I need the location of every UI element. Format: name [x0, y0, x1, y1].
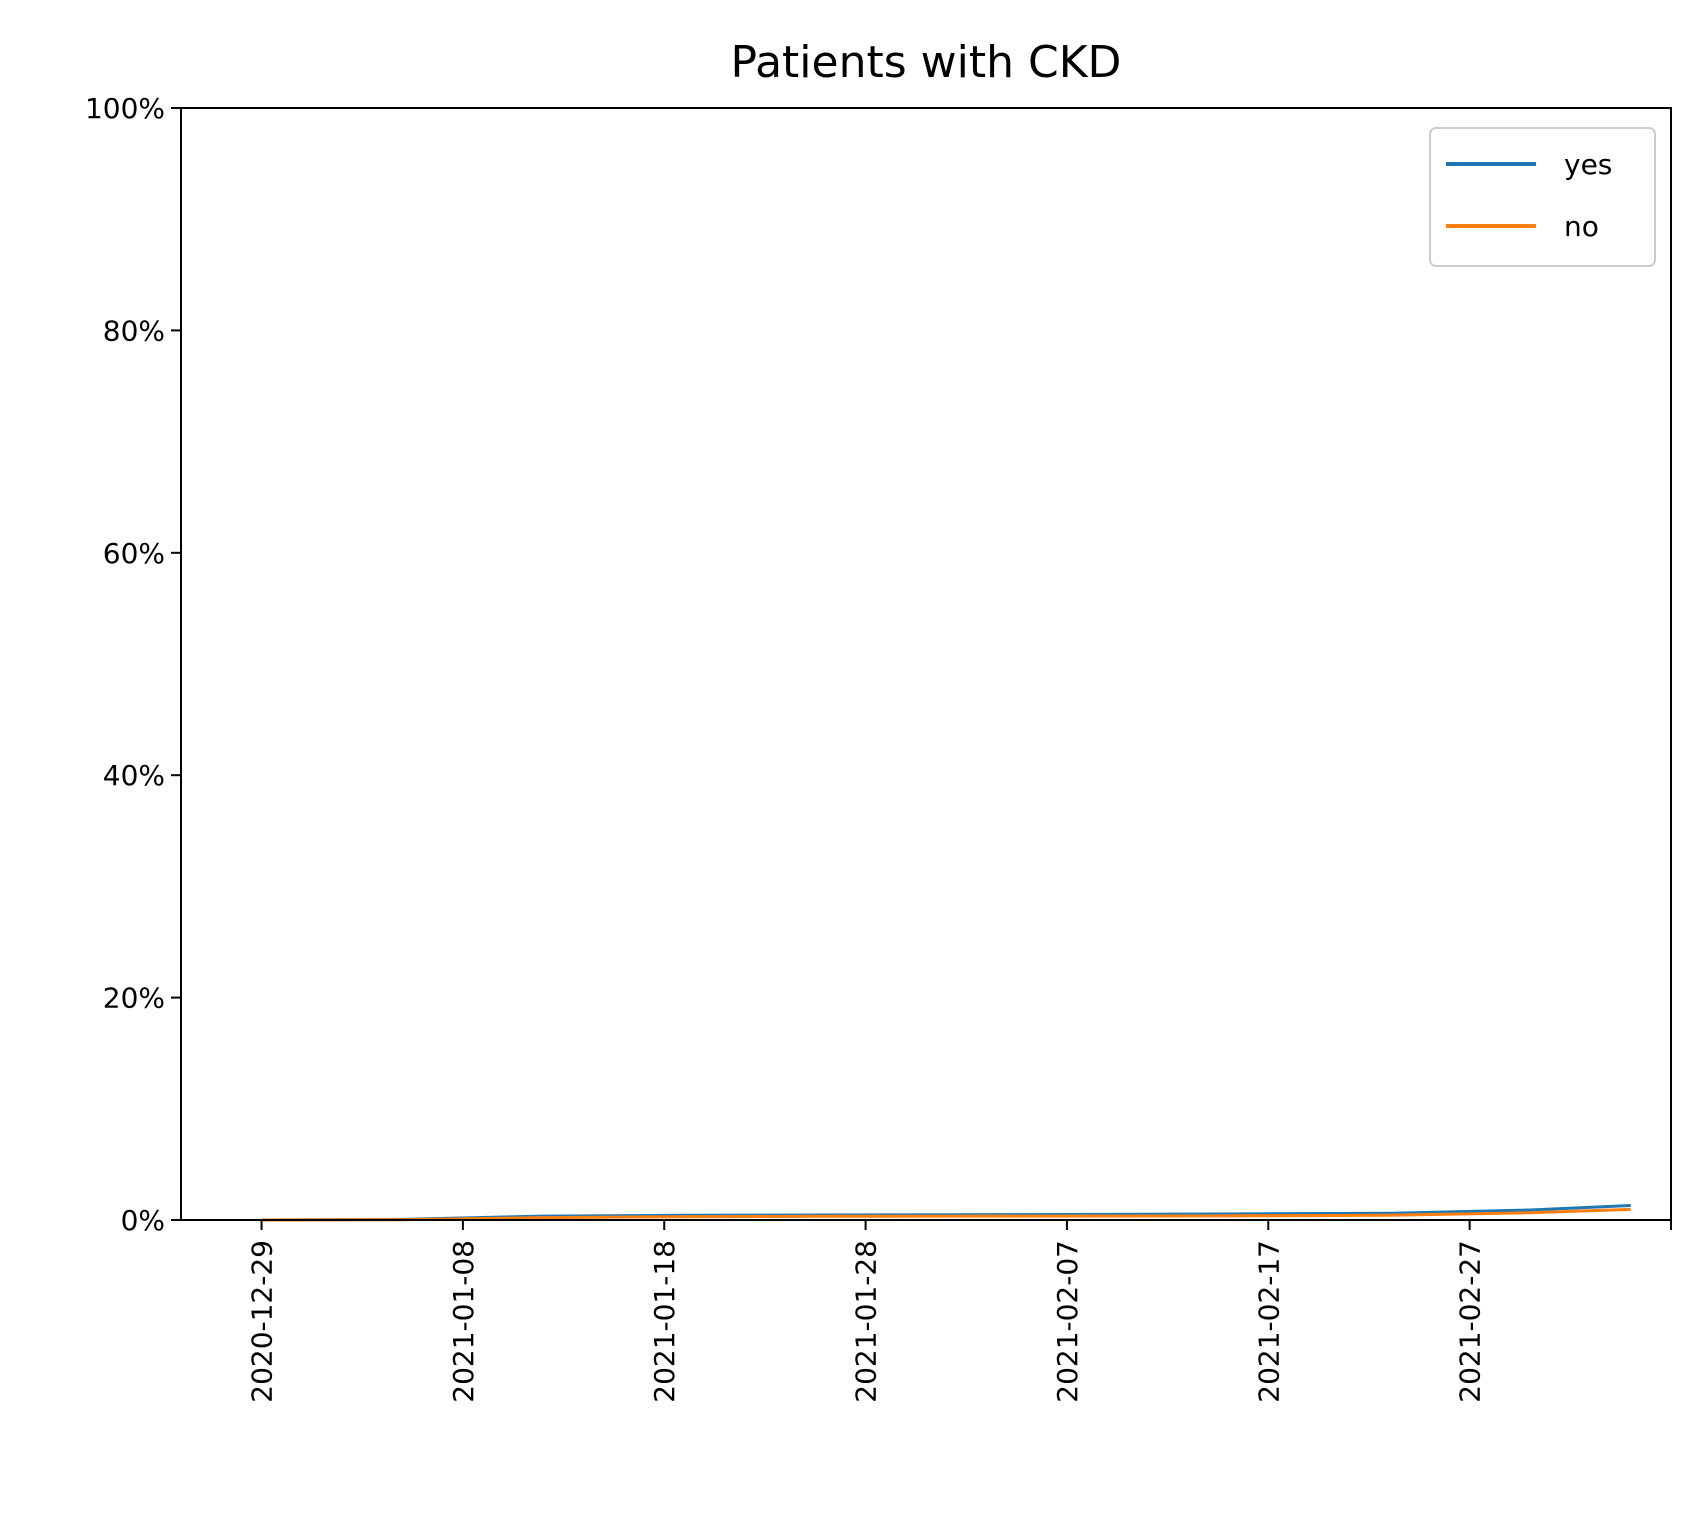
series-line-no — [261, 1207, 1631, 1222]
legend-label-yes: yes — [1564, 148, 1612, 181]
chart-title: Patients with CKD — [731, 37, 1122, 88]
y-tick-label: 60% — [103, 537, 165, 570]
plot-frame — [180, 107, 1672, 1221]
x-axis: 2020-12-29 2021-01-08 2021-01-18 2021-01-28… — [246, 1220, 1672, 1403]
x-tick-label: 2021-02-07 — [1051, 1240, 1084, 1403]
x-tick-label: 2021-02-27 — [1454, 1240, 1487, 1403]
x-tick-label: 2021-01-28 — [850, 1240, 883, 1403]
x-tick-label: 2021-02-17 — [1252, 1240, 1285, 1403]
y-tick-label: 0% — [121, 1204, 165, 1237]
x-tick-label: 2020-12-29 — [246, 1240, 279, 1403]
y-tick-label: 40% — [103, 759, 165, 792]
x-tick-label: 2021-01-08 — [447, 1240, 480, 1403]
y-tick-label: 100% — [85, 92, 165, 125]
x-tick-label: 2021-01-18 — [648, 1240, 681, 1403]
legend-box — [1429, 127, 1656, 267]
plot-area — [181, 108, 1671, 1220]
series-layer — [261, 1204, 1631, 1222]
y-tick-label: 80% — [103, 314, 165, 347]
legend: yes no — [1429, 127, 1656, 267]
legend-label-no: no — [1564, 210, 1599, 243]
y-tick-label: 20% — [103, 982, 165, 1015]
y-axis: 0% 20% 40% 60% 80% 100% — [85, 92, 181, 1237]
